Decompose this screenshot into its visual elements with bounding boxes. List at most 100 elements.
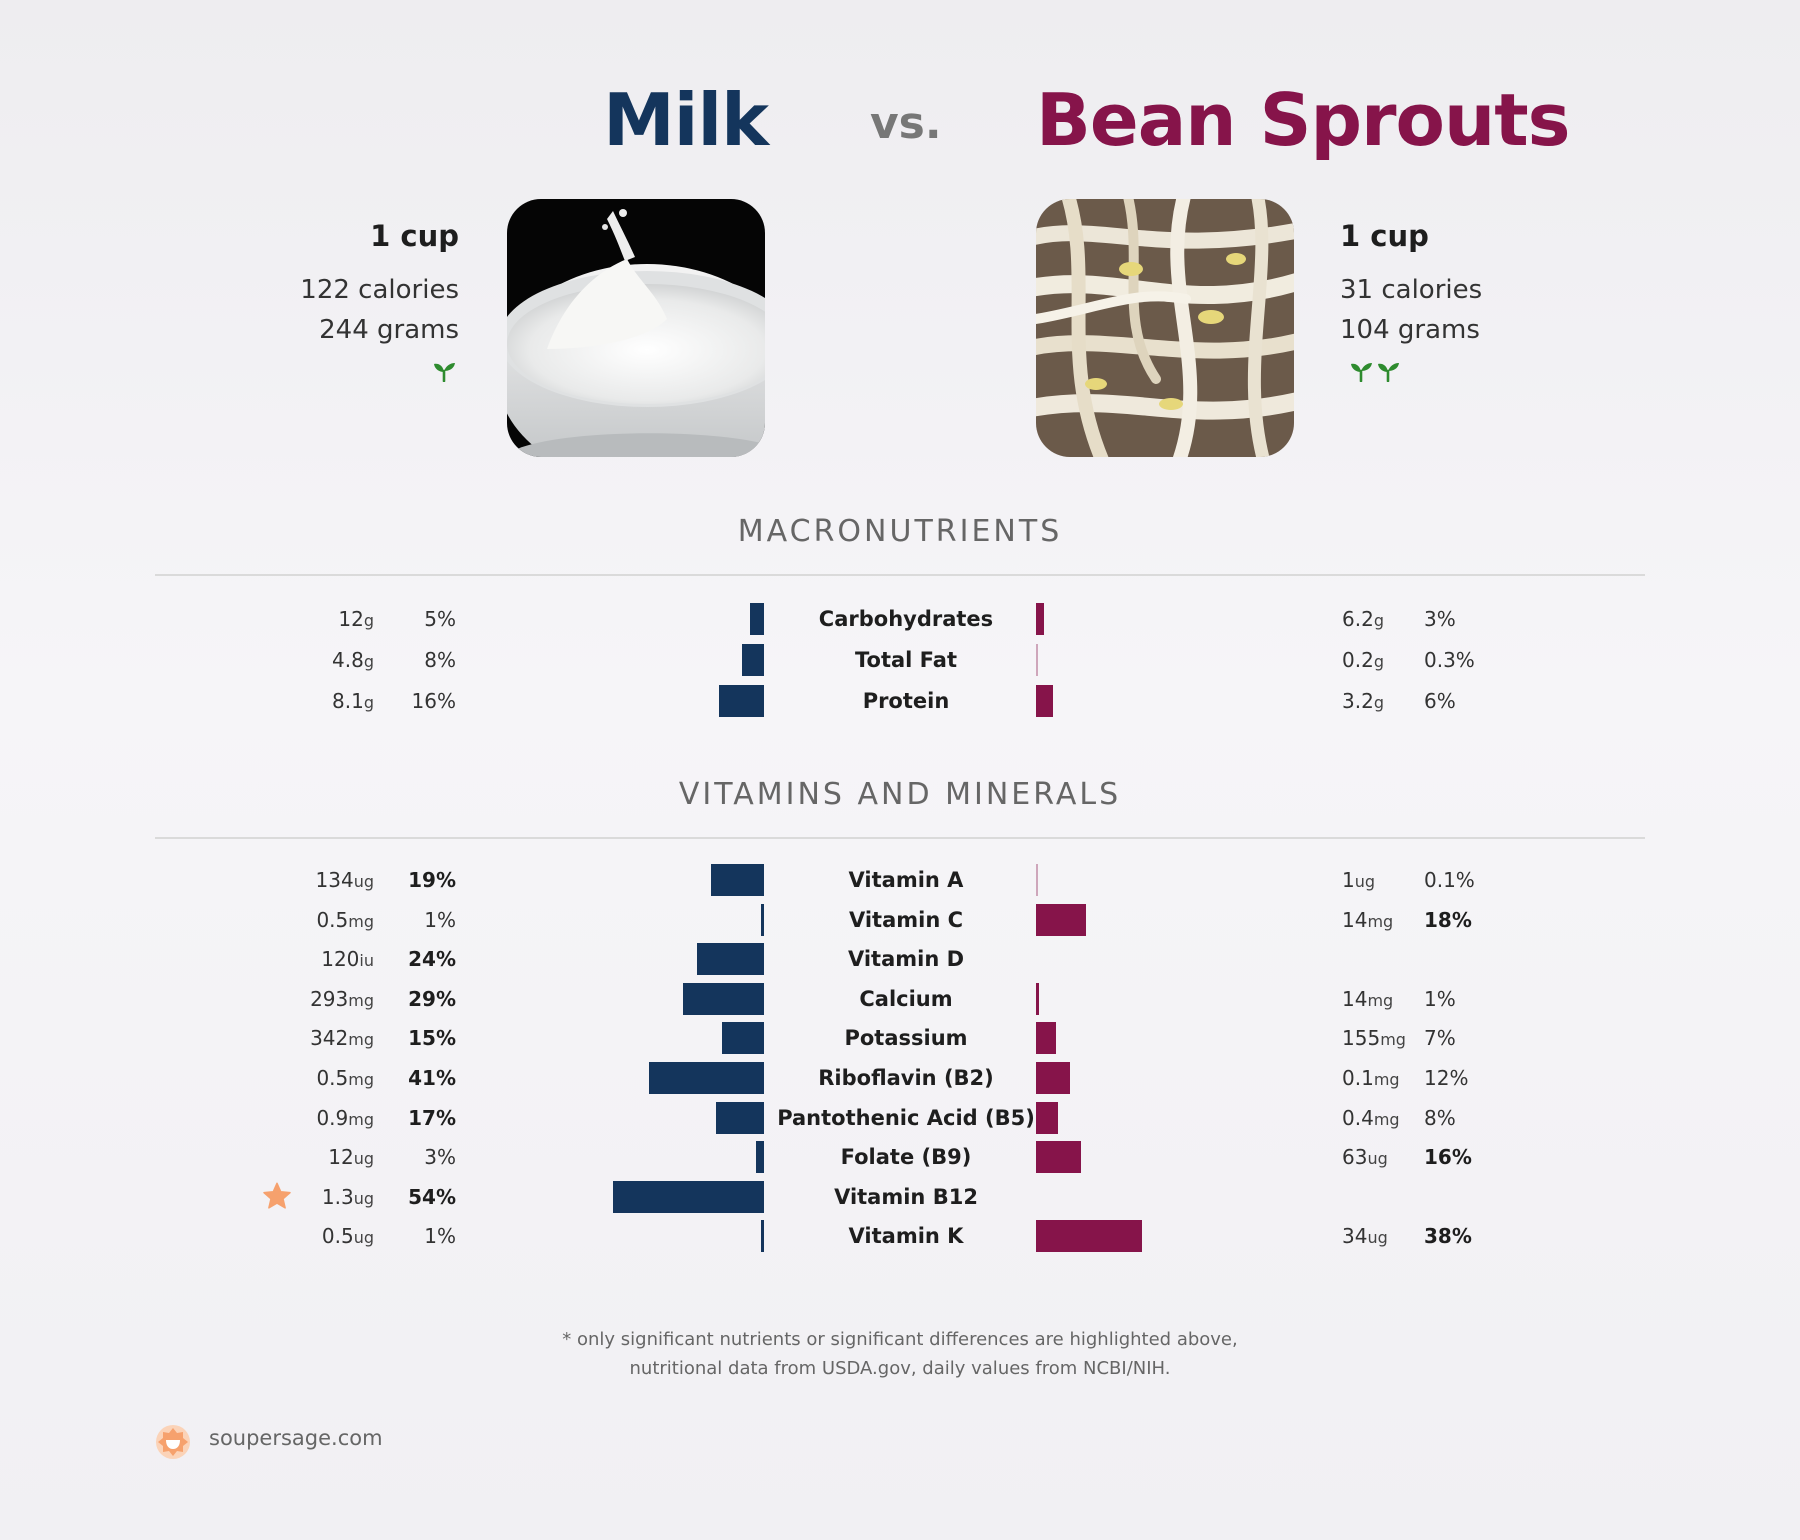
right-percent: 6% <box>1424 689 1456 713</box>
right-amount: 1ug <box>1342 868 1376 892</box>
vitamin-row: Folate (B9) 12ug 3% 63ug 16% <box>0 1137 1800 1177</box>
left-sprout-icons <box>432 360 459 386</box>
macronutrient-row: Protein 8.1g 16% 3.2g 6% <box>0 681 1800 721</box>
nutrient-label: Folate (B9) <box>840 1145 972 1170</box>
nutrient-label: Vitamin A <box>848 868 964 892</box>
nutrient-label: Vitamin K <box>848 1224 964 1249</box>
left-portion: 1 cup <box>370 219 459 253</box>
sprout-icon <box>432 360 456 386</box>
left-amount: 120iu <box>321 947 374 972</box>
right-amount: 63ug <box>1342 1145 1388 1170</box>
right-bar <box>1036 1062 1070 1094</box>
vitamin-row: Vitamin A 134ug 19% 1ug 0.1% <box>0 860 1800 900</box>
left-amount: 0.5ug <box>321 1224 374 1249</box>
right-amount: 34ug <box>1342 1224 1388 1249</box>
left-amount: 0.5mg <box>316 1066 374 1090</box>
soupersage-logo-icon <box>155 1424 191 1460</box>
nutrient-label: Vitamin B12 <box>834 1184 978 1209</box>
right-amount: 3.2g <box>1342 689 1384 713</box>
vs-label: vs. <box>870 98 942 149</box>
vitamin-row: Potassium 342mg 15% 155mg 7% <box>0 1018 1800 1058</box>
nutrient-label: Protein <box>862 689 950 713</box>
nutrient-label: Potassium <box>844 1026 968 1051</box>
right-portion: 1 cup <box>1340 219 1429 253</box>
left-bar <box>682 982 764 1015</box>
left-amount: 0.9mg <box>316 1105 374 1130</box>
macronutrient-row: Total Fat 4.8g 8% 0.2g 0.3% <box>0 640 1800 680</box>
left-bar <box>755 1141 764 1174</box>
left-percent: 54% <box>408 1184 456 1209</box>
milk-photo <box>507 199 765 457</box>
left-percent: 3% <box>424 1145 456 1170</box>
right-bar <box>1036 1101 1059 1134</box>
left-amount: 12ug <box>328 1145 374 1170</box>
left-amount: 134ug <box>315 868 374 892</box>
right-food-title: Bean Sprouts <box>1036 78 1571 162</box>
left-percent: 29% <box>408 986 456 1011</box>
nutrient-label: Total Fat <box>854 648 957 672</box>
left-bar <box>741 644 764 676</box>
left-amount: 293mg <box>310 986 374 1011</box>
sprout-icon <box>1376 360 1400 386</box>
right-percent: 38% <box>1424 1224 1472 1249</box>
macronutrients-title: MACRONUTRIENTS <box>737 514 1063 549</box>
vitamin-row: Calcium 293mg 29% 14mg 1% <box>0 979 1800 1019</box>
right-amount: 155mg <box>1342 1026 1406 1051</box>
left-percent: 1% <box>424 1224 456 1249</box>
right-percent: 8% <box>1424 1105 1456 1130</box>
right-bar <box>1036 982 1039 1015</box>
left-bar <box>722 1022 764 1055</box>
left-percent: 1% <box>424 907 456 932</box>
vitamin-row: Vitamin B12 1.3ug 54% <box>0 1177 1800 1217</box>
left-percent: 15% <box>408 1026 456 1051</box>
left-bar <box>761 1220 764 1253</box>
right-bar <box>1036 685 1053 717</box>
right-bar <box>1036 1141 1081 1174</box>
star-icon <box>262 1181 292 1211</box>
left-bar <box>716 1101 764 1134</box>
right-bar <box>1036 864 1038 896</box>
sprout-icon <box>1349 360 1373 386</box>
brand-name[interactable]: soupersage.com <box>209 1426 383 1450</box>
right-amount: 14mg <box>1342 986 1394 1011</box>
right-percent: 12% <box>1424 1066 1469 1090</box>
left-amount: 342mg <box>310 1026 374 1051</box>
left-percent: 8% <box>424 648 456 672</box>
right-grams: 104 grams <box>1340 315 1480 345</box>
vitamin-row: Vitamin C 0.5mg 1% 14mg 18% <box>0 900 1800 940</box>
nutrient-label: Vitamin D <box>847 947 965 972</box>
right-amount: 14mg <box>1342 907 1394 932</box>
vitamin-row: Vitamin K 0.5ug 1% 34ug 38% <box>0 1216 1800 1256</box>
left-bar <box>750 603 764 635</box>
left-bar <box>612 1180 764 1213</box>
nutrient-label: Vitamin C <box>848 907 964 932</box>
left-percent: 19% <box>408 868 456 892</box>
footnote: * only significant nutrients or signific… <box>0 1325 1800 1383</box>
right-percent: 0.3% <box>1424 648 1475 672</box>
right-amount: 0.4mg <box>1342 1105 1400 1130</box>
left-bar <box>761 903 764 936</box>
footnote-line-2: nutritional data from USDA.gov, daily va… <box>629 1358 1171 1379</box>
right-calories: 31 calories <box>1340 275 1483 305</box>
right-bar <box>1036 1022 1056 1055</box>
right-bar <box>1036 1220 1143 1253</box>
nutrient-label: Calcium <box>859 986 953 1011</box>
left-percent: 5% <box>424 607 456 631</box>
right-percent: 7% <box>1424 1026 1456 1051</box>
right-bar <box>1036 644 1038 676</box>
left-bar <box>696 943 764 976</box>
right-percent: 1% <box>1424 986 1456 1011</box>
right-bar <box>1036 903 1087 936</box>
left-calories: 122 calories <box>300 275 459 305</box>
right-sprout-icons <box>1349 360 1403 386</box>
left-bar <box>719 685 764 717</box>
vitamins-title: VITAMINS AND MINERALS <box>678 777 1122 812</box>
right-percent: 0.1% <box>1424 868 1475 892</box>
left-grams: 244 grams <box>319 315 459 345</box>
left-percent: 24% <box>408 947 456 972</box>
left-bar <box>649 1062 764 1094</box>
left-bar <box>710 864 764 896</box>
right-amount: 6.2g <box>1342 607 1384 631</box>
nutrient-label: Pantothenic Acid (B5) <box>777 1105 1035 1130</box>
vitamin-row: Pantothenic Acid (B5) 0.9mg 17% 0.4mg 8% <box>0 1098 1800 1138</box>
